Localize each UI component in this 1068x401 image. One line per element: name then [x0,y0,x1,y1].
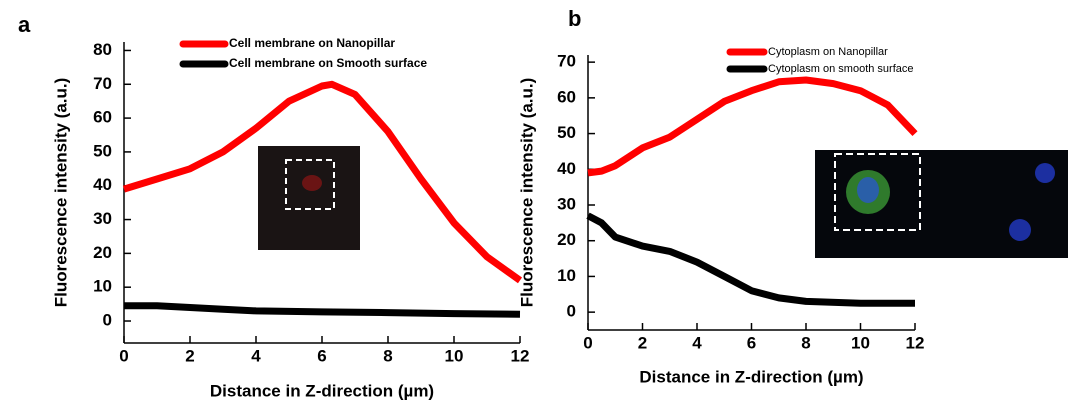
y-tick-label: 20 [557,230,576,249]
x-tick-label: 6 [317,346,326,365]
y-tick-label: 50 [93,141,112,160]
data-line [586,212,915,307]
y-tick-label: 30 [557,194,576,213]
data-line [122,80,523,284]
x-tick-label: 12 [511,346,530,365]
inset-image-a [258,146,360,250]
panel-label: b [568,6,581,31]
x-tick-label: 6 [747,333,756,352]
y-tick-label: 10 [557,266,576,285]
y-axis-label: Fluorescence intensity (a.u.) [51,78,70,308]
data-line [587,76,918,177]
x-tick-label: 4 [692,333,702,352]
x-tick-label: 0 [583,333,592,352]
legend-label: Cell membrane on Smooth surface [229,56,427,70]
y-tick-label: 40 [93,175,112,194]
legend-label: Cytoplasm on Nanopillar [768,46,888,58]
y-tick-label: 40 [557,159,576,178]
panel-label: a [18,12,31,37]
x-tick-label: 2 [638,333,647,352]
y-tick-label: 70 [93,74,112,93]
x-tick-label: 10 [445,346,464,365]
y-axis-label: Fluorescence intensity (a.u.) [517,78,536,308]
y-tick-label: 10 [93,277,112,296]
y-tick-label: 70 [557,52,576,71]
y-tick-label: 60 [93,108,112,127]
y-tick-label: 20 [93,243,112,262]
x-tick-label: 10 [851,333,870,352]
x-tick-label: 8 [383,346,392,365]
x-tick-label: 4 [251,346,261,365]
y-tick-label: 0 [103,311,112,330]
x-tick-label: 8 [801,333,810,352]
legend-label: Cell membrane on Nanopillar [229,36,395,50]
x-tick-label: 2 [185,346,194,365]
data-line [124,302,521,318]
x-axis-label: Distance in Z-direction (µm) [210,381,434,400]
inset-image-b [815,150,1068,258]
x-tick-label: 12 [906,333,925,352]
y-tick-label: 60 [557,87,576,106]
y-tick-label: 0 [567,302,576,321]
y-tick-label: 80 [93,40,112,59]
x-axis-label: Distance in Z-direction (µm) [639,367,863,386]
y-tick-label: 30 [93,209,112,228]
y-tick-label: 50 [557,123,576,142]
legend-label: Cytoplasm on smooth surface [768,63,914,75]
x-tick-label: 0 [119,346,128,365]
